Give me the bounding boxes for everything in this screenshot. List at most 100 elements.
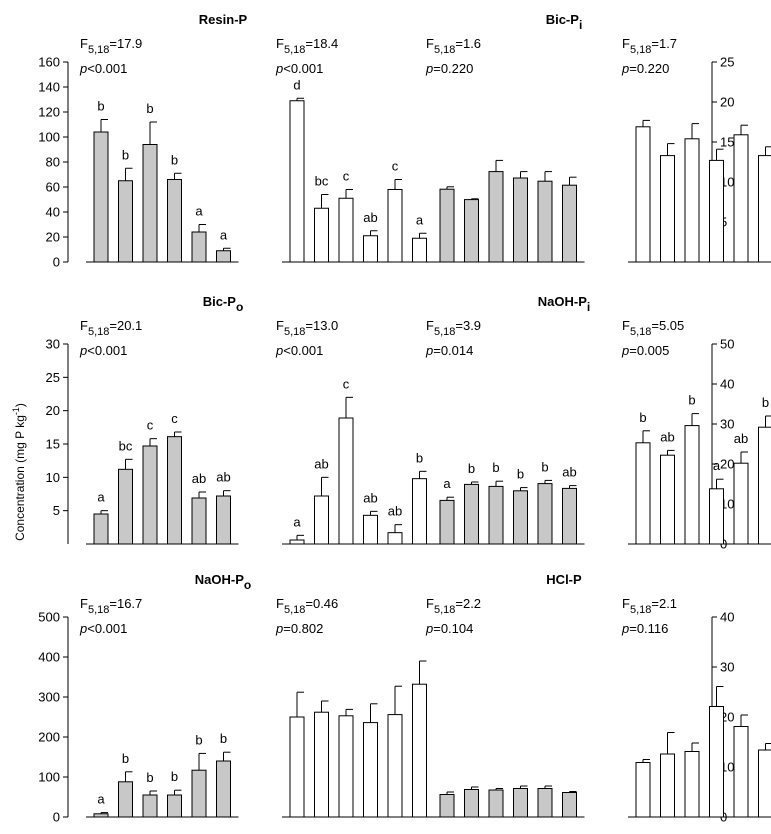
significance-letter: ab bbox=[314, 456, 328, 471]
bar bbox=[167, 179, 182, 263]
y-tick-label: 400 bbox=[38, 650, 60, 665]
bar bbox=[537, 180, 553, 263]
y-tick-label: 30 bbox=[720, 417, 734, 432]
significance-letter: b bbox=[146, 770, 153, 785]
f-statistic: F5,18=3.9 bbox=[426, 318, 481, 338]
significance-letter: c bbox=[171, 411, 178, 426]
p-value: p=0.220 bbox=[425, 61, 473, 76]
bar bbox=[635, 442, 651, 545]
y-tick-label: 100 bbox=[38, 770, 60, 785]
p-value: p<0.001 bbox=[275, 343, 323, 358]
bar bbox=[758, 426, 771, 545]
bar bbox=[464, 483, 479, 545]
p-value: p=0.802 bbox=[275, 621, 323, 636]
f-statistic: F5,18=13.0 bbox=[276, 318, 338, 338]
bar bbox=[635, 126, 651, 263]
p-value: p=0.104 bbox=[425, 621, 473, 636]
y-tick-label: 40 bbox=[720, 377, 734, 392]
bar bbox=[709, 159, 724, 263]
significance-letter: b bbox=[762, 395, 769, 410]
significance-letter: b bbox=[122, 147, 129, 162]
chart-title: Bic-Po bbox=[203, 294, 244, 314]
bar bbox=[314, 207, 329, 263]
bar bbox=[216, 250, 231, 263]
significance-letter: b bbox=[97, 99, 104, 114]
bar bbox=[363, 235, 378, 263]
f-statistic: F5,18=20.1 bbox=[80, 318, 142, 338]
significance-letter: b bbox=[517, 467, 524, 482]
p-value: p=0.014 bbox=[425, 343, 473, 358]
y-tick-label: 40 bbox=[720, 610, 734, 625]
bar bbox=[363, 722, 378, 818]
bar bbox=[191, 497, 207, 545]
significance-letter: d bbox=[293, 77, 300, 92]
significance-letter: b bbox=[416, 450, 423, 465]
y-tick-label: 25 bbox=[720, 55, 734, 70]
significance-letter: a bbox=[416, 212, 424, 227]
significance-letter: b bbox=[688, 393, 695, 408]
y-tick-label: 20 bbox=[720, 457, 734, 472]
f-statistic: F5,18=5.05 bbox=[622, 318, 684, 338]
bar bbox=[338, 417, 354, 545]
p-value: p=0.220 bbox=[621, 61, 669, 76]
y-tick-label: 5 bbox=[53, 503, 60, 518]
chart-panel-4: NaOH-Pi01020304050F5,18=3.9p=0.014abbbba… bbox=[425, 294, 771, 552]
significance-letter: ab bbox=[216, 470, 230, 485]
significance-letter: bc bbox=[315, 174, 329, 189]
chart-title: NaOH-Po bbox=[195, 572, 251, 592]
bar bbox=[387, 189, 403, 263]
significance-letter: ab bbox=[363, 490, 377, 505]
significance-letter: b bbox=[171, 769, 178, 784]
y-tick-label: 10 bbox=[46, 470, 60, 485]
significance-letter: ab bbox=[388, 504, 402, 519]
bar bbox=[635, 762, 651, 818]
y-tick-label: 120 bbox=[38, 105, 60, 120]
bar bbox=[118, 180, 133, 263]
y-tick-label: 30 bbox=[720, 660, 734, 675]
bar bbox=[513, 788, 528, 818]
significance-letter: a bbox=[195, 204, 203, 219]
bar bbox=[387, 714, 403, 818]
significance-letter: c bbox=[392, 159, 399, 174]
y-tick-label: 20 bbox=[46, 230, 60, 245]
bar bbox=[660, 454, 675, 545]
bar bbox=[488, 789, 504, 818]
bar bbox=[513, 490, 528, 545]
bar bbox=[488, 485, 504, 545]
bar bbox=[660, 753, 675, 818]
bar bbox=[684, 138, 700, 263]
y-tick-label: 100 bbox=[38, 130, 60, 145]
bar bbox=[216, 495, 231, 545]
y-tick-label: 60 bbox=[46, 180, 60, 195]
bar bbox=[314, 495, 329, 545]
bar bbox=[488, 171, 504, 263]
y-tick-label: 25 bbox=[46, 370, 60, 385]
chart-panel-5: NaOH-Po 0 100 200 300 400 500 F5,18=16.7 p<0.001… bbox=[38, 572, 435, 825]
significance-letter: b bbox=[541, 459, 548, 474]
bar bbox=[758, 155, 771, 263]
bar bbox=[439, 188, 455, 263]
significance-letter: b bbox=[492, 460, 499, 475]
f-statistic: F5,18=17.9 bbox=[80, 36, 142, 56]
y-tick-label: 300 bbox=[38, 690, 60, 705]
y-tick-label: 30 bbox=[46, 337, 60, 352]
y-tick-label: 0 bbox=[53, 810, 60, 825]
bar bbox=[93, 513, 109, 545]
p-value: p<0.001 bbox=[79, 621, 127, 636]
y-tick-label: 80 bbox=[46, 155, 60, 170]
y-tick-label: 15 bbox=[720, 135, 734, 150]
bar bbox=[93, 131, 109, 263]
y-axis-label: Concentration (mg P kg-1) bbox=[11, 403, 27, 541]
bar bbox=[387, 532, 403, 545]
bar bbox=[338, 197, 354, 263]
bar bbox=[118, 468, 133, 545]
y-tick-label: 160 bbox=[38, 55, 60, 70]
bar bbox=[562, 184, 577, 263]
significance-letter: ab bbox=[660, 429, 674, 444]
significance-letter: b bbox=[220, 731, 227, 746]
bar bbox=[464, 789, 479, 818]
p-value: p<0.001 bbox=[275, 61, 323, 76]
bar bbox=[684, 425, 700, 545]
y-tick-label: 500 bbox=[38, 610, 60, 625]
chart-panel-6: HCl-P010203040F5,18=2.2p=0.104F5,18=2.1p… bbox=[425, 572, 771, 825]
